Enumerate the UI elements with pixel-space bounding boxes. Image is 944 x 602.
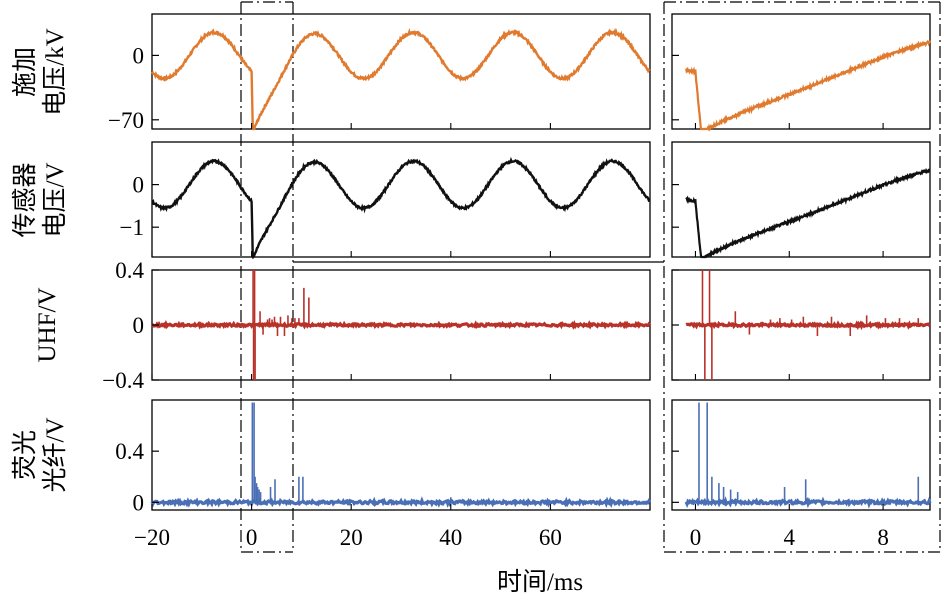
ylabel-applied-1: 施加 [11,47,39,97]
frame-fluo-left [151,399,651,511]
xtick-label-left-3: 40 [439,525,462,550]
fluorescence-ytick-label-1: 0 [133,490,145,515]
fluorescence-baseline-left [150,496,652,509]
applied_voltage-trace-right [685,39,932,132]
applied_voltage-ytick-label-0: 0 [133,43,145,68]
ylabel-fluo-1: 荧光 [11,430,39,480]
sensor_voltage-trace-left [151,156,651,260]
xtick-label-left-0: −20 [134,525,170,550]
series-group [150,27,932,509]
uhf-ytick-label-0: 0.4 [115,258,144,283]
ticks-group: 0 −70 0 −1 0.4 0 −0.4 0.4 0 −20 0 20 40 60 0 4 8 [102,43,889,550]
ylabel-fluo-2: 光纤/V [41,417,69,492]
uhf-ytick-label-2: −0.4 [102,368,144,393]
xtick-label-left-4: 60 [539,525,562,550]
sensor_voltage-ytick-label-0: 0 [133,173,145,198]
xtick-label-right-1: 4 [784,525,796,550]
uhf-ytick-label-1: 0 [133,313,145,338]
fluorescence-baseline-right [684,496,932,509]
x-axis-label: 时间/ms [497,568,583,596]
applied_voltage-ytick-label-1: −70 [108,108,144,133]
xtick-label-right-2: 8 [877,525,889,550]
xtick-label-left-2: 20 [340,525,363,550]
ylabel-sensor-1: 传感器 [11,162,39,237]
sensor_voltage-trace-right [685,167,931,259]
zoom-outlines [240,1,941,553]
frame-fluo-right [671,399,931,511]
ylabel-sensor-2: 电压/V [41,162,69,237]
xtick-label-right-0: 0 [690,525,702,550]
sensor_voltage-ytick-label-1: −1 [120,215,144,240]
applied_voltage-trace-left [151,27,651,131]
uhf-baseline-left [150,320,652,330]
frame-applied-left [151,13,651,130]
xtick-label-left-1: 0 [246,525,258,550]
y-labels: 施加 电压/kV 传感器 电压/V UHF/V 荧光 光纤/V [11,28,69,492]
frame-applied-right [671,13,931,130]
ylabel-uhf: UHF/V [34,287,61,362]
fluorescence-ytick-label-0: 0.4 [115,439,144,464]
uhf-baseline-right [685,320,931,331]
frame-sensor-right [671,141,931,258]
ylabel-applied-2: 电压/kV [41,28,69,116]
